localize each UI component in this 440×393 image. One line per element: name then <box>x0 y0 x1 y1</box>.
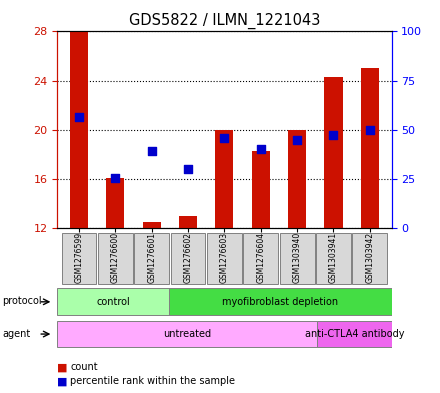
Bar <box>317 321 392 347</box>
Text: ■: ■ <box>57 376 68 386</box>
Bar <box>70 31 88 228</box>
Point <box>366 127 373 133</box>
Text: GSM1303941: GSM1303941 <box>329 232 338 283</box>
Text: agent: agent <box>2 329 30 339</box>
Point <box>330 131 337 138</box>
Text: GSM1276602: GSM1276602 <box>183 232 193 283</box>
Bar <box>169 288 392 315</box>
Text: myofibroblast depletion: myofibroblast depletion <box>222 297 338 307</box>
Bar <box>361 68 379 228</box>
Bar <box>62 233 96 284</box>
Text: GSM1276604: GSM1276604 <box>256 232 265 283</box>
Point <box>293 136 301 143</box>
Bar <box>252 151 270 228</box>
Text: GSM1303942: GSM1303942 <box>365 232 374 283</box>
Bar <box>57 288 169 315</box>
Bar <box>98 233 133 284</box>
Point <box>148 147 155 154</box>
Bar <box>324 77 342 228</box>
Point <box>257 146 264 152</box>
Text: control: control <box>96 297 130 307</box>
Point <box>221 135 228 141</box>
Bar <box>215 130 234 228</box>
Text: protocol: protocol <box>2 296 42 307</box>
Title: GDS5822 / ILMN_1221043: GDS5822 / ILMN_1221043 <box>129 13 320 29</box>
Point <box>112 174 119 181</box>
Text: ■: ■ <box>57 362 68 373</box>
Text: GSM1303940: GSM1303940 <box>293 232 301 283</box>
Text: untreated: untreated <box>163 329 211 339</box>
Bar <box>243 233 278 284</box>
Text: GSM1276600: GSM1276600 <box>111 232 120 283</box>
Bar <box>171 233 205 284</box>
Bar <box>179 216 197 228</box>
Text: count: count <box>70 362 98 373</box>
Text: GSM1276603: GSM1276603 <box>220 232 229 283</box>
Bar <box>143 222 161 228</box>
Bar <box>207 233 242 284</box>
Text: percentile rank within the sample: percentile rank within the sample <box>70 376 235 386</box>
Bar <box>134 233 169 284</box>
Point <box>184 166 191 172</box>
Bar <box>280 233 315 284</box>
Text: anti-CTLA4 antibody: anti-CTLA4 antibody <box>304 329 404 339</box>
Bar <box>316 233 351 284</box>
Point <box>76 114 83 121</box>
Text: GSM1276601: GSM1276601 <box>147 232 156 283</box>
Bar <box>57 321 317 347</box>
Bar <box>288 130 306 228</box>
Bar <box>106 178 125 228</box>
Text: GSM1276599: GSM1276599 <box>74 232 84 283</box>
Bar <box>352 233 387 284</box>
